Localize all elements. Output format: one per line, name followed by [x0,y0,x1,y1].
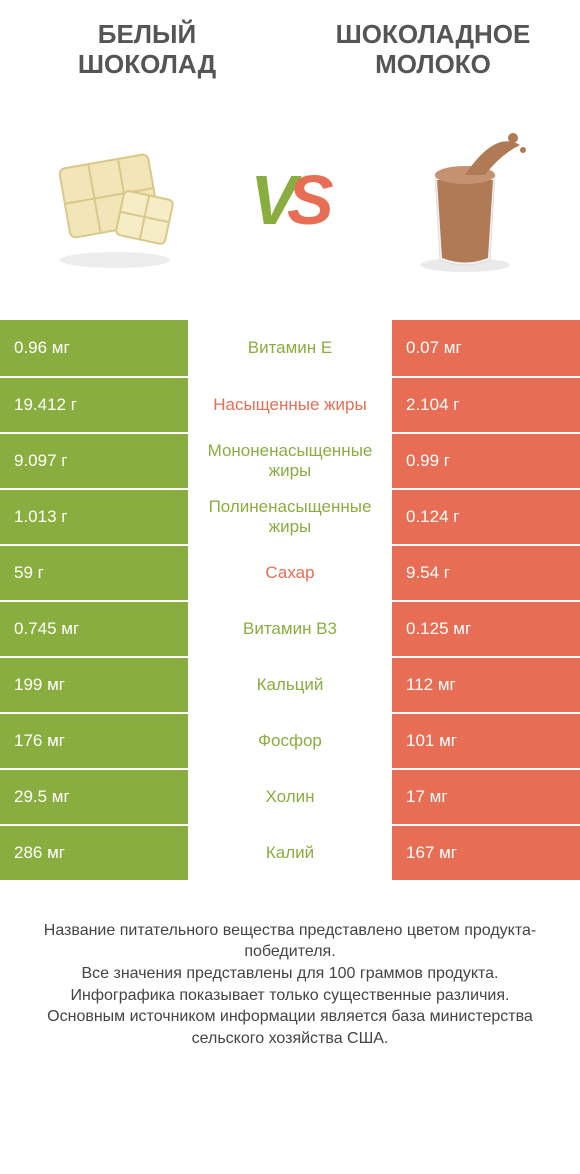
right-product-title: ШОКОЛАДНОЕ МОЛОКО [316,20,550,80]
nutrient-label: Витамин E [188,320,392,376]
left-product-title: БЕЛЫЙ ШОКОЛАД [30,20,264,80]
table-row: 29.5 мгХолин17 мг [0,768,580,824]
right-value: 17 мг [392,770,580,824]
nutrient-label: Фосфор [188,714,392,768]
left-value: 176 мг [0,714,188,768]
right-value: 0.07 мг [392,320,580,376]
table-row: 19.412 гНасыщенные жиры2.104 г [0,376,580,432]
nutrient-label: Кальций [188,658,392,712]
right-product-image [380,115,550,285]
nutrient-label: Сахар [188,546,392,600]
right-value: 9.54 г [392,546,580,600]
nutrient-label: Насыщенные жиры [188,378,392,432]
left-value: 59 г [0,546,188,600]
table-row: 1.013 гПолиненасыщенные жиры0.124 г [0,488,580,544]
left-value: 0.745 мг [0,602,188,656]
white-chocolate-icon [35,120,195,280]
left-value: 0.96 мг [0,320,188,376]
left-value: 199 мг [0,658,188,712]
right-value: 2.104 г [392,378,580,432]
left-value: 29.5 мг [0,770,188,824]
nutrient-label: Калий [188,826,392,880]
table-row: 0.96 мгВитамин E0.07 мг [0,320,580,376]
vs-letter-s: S [287,161,330,239]
footnote-text: Название питательного вещества представл… [0,880,580,1050]
nutrient-label: Мононенасыщенные жиры [188,434,392,488]
right-value: 0.125 мг [392,602,580,656]
table-row: 59 гСахар9.54 г [0,544,580,600]
right-value: 101 мг [392,714,580,768]
nutrient-label: Холин [188,770,392,824]
table-row: 0.745 мгВитамин B30.125 мг [0,600,580,656]
comparison-table: 0.96 мгВитамин E0.07 мг19.412 гНасыщенны… [0,320,580,880]
table-row: 9.097 гМононенасыщенные жиры0.99 г [0,432,580,488]
left-value: 286 мг [0,826,188,880]
left-product-image [30,115,200,285]
vs-label: VS [250,160,329,240]
table-row: 286 мгКалий167 мг [0,824,580,880]
table-row: 199 мгКальций112 мг [0,656,580,712]
right-value: 167 мг [392,826,580,880]
right-value: 0.124 г [392,490,580,544]
right-value: 112 мг [392,658,580,712]
chocolate-milk-icon [385,120,545,280]
left-value: 1.013 г [0,490,188,544]
nutrient-label: Витамин B3 [188,602,392,656]
right-value: 0.99 г [392,434,580,488]
left-value: 19.412 г [0,378,188,432]
left-value: 9.097 г [0,434,188,488]
nutrient-label: Полиненасыщенные жиры [188,490,392,544]
table-row: 176 мгФосфор101 мг [0,712,580,768]
